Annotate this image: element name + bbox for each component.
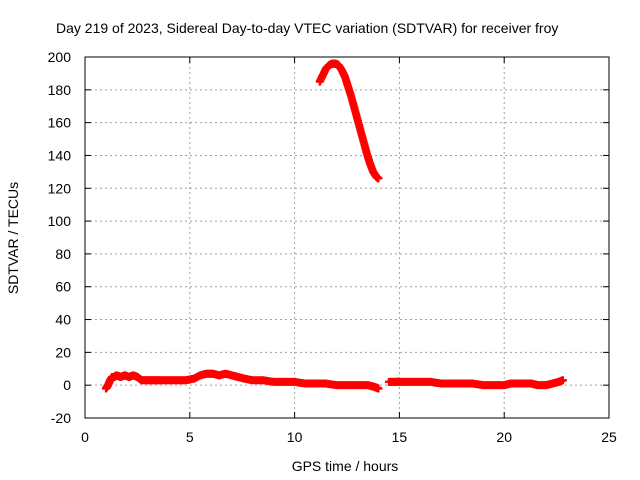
y-axis-title: SDTVAR / TECUs: [5, 182, 21, 294]
x-tick-label: 20: [496, 429, 512, 445]
x-tick-label: 15: [392, 429, 408, 445]
axis-ticks: 0 5 10 15 20 25 -20 0 20 40 60 80 100 120 140 160 180 200: [48, 49, 617, 445]
y-tick-label: 100: [48, 213, 72, 229]
y-tick-label: 0: [63, 377, 71, 393]
y-tick-label: 40: [55, 312, 71, 328]
y-tick-label: 180: [48, 82, 72, 98]
y-tick-label: 140: [48, 147, 72, 163]
chart-title: Day 219 of 2023, Sidereal Day-to-day VTE…: [56, 20, 558, 36]
plot-frame: [84, 56, 610, 419]
series-0: [101, 59, 567, 393]
y-tick-label: 120: [48, 180, 72, 196]
y-tick-label: 20: [55, 344, 71, 360]
series-points: [101, 59, 567, 393]
y-tick-label: 200: [48, 49, 72, 65]
x-axis-title: GPS time / hours: [292, 458, 399, 474]
data-point: [558, 376, 567, 385]
x-tick-label: 5: [186, 429, 194, 445]
y-tick-label: 160: [48, 115, 72, 131]
y-tick-label: 80: [55, 246, 71, 262]
y-tick-label: -20: [51, 410, 71, 426]
y-tick-label: 60: [55, 279, 71, 295]
data-point: [374, 384, 383, 393]
x-tick-label: 25: [601, 429, 617, 445]
grid-lines: [85, 57, 609, 418]
x-tick-label: 0: [81, 429, 89, 445]
data-point: [374, 174, 383, 183]
x-tick-label: 10: [287, 429, 303, 445]
